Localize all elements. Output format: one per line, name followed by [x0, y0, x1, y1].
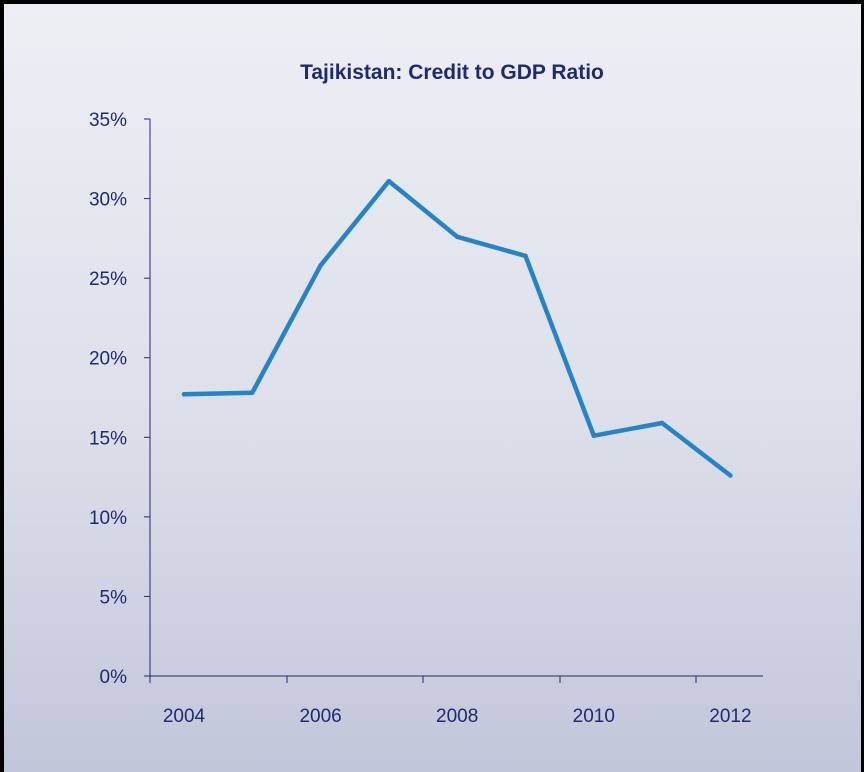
y-tick-label: 5%: [100, 587, 128, 608]
data-point: [591, 433, 596, 438]
data-point: [728, 473, 733, 478]
x-tick-label: 2004: [163, 706, 206, 727]
x-tick-label: 2006: [299, 706, 341, 727]
x-tick-label: 2010: [573, 706, 615, 727]
y-tick-label: 25%: [89, 269, 127, 290]
chart-axes: 0% 5% 10% 15% 20% 25% 30% 35% 2004 2006 2008 2010 20…: [89, 110, 763, 727]
data-point: [318, 263, 323, 268]
series-line: [181, 178, 733, 478]
data-point: [455, 234, 460, 239]
chart-panel: [4, 4, 861, 772]
data-point: [659, 420, 665, 426]
data-point: [250, 390, 255, 395]
chart-title: Tajikistan: Credit to GDP Ratio: [300, 61, 604, 84]
y-tick-label: 15%: [89, 428, 127, 449]
y-tick-label: 0%: [100, 667, 128, 688]
data-point: [181, 392, 187, 397]
y-tick-label: 20%: [89, 349, 127, 370]
data-point: [386, 178, 392, 184]
y-tick-label: 10%: [89, 508, 127, 529]
data-point: [523, 253, 528, 259]
plot-area: [181, 178, 733, 478]
y-tick-label: 35%: [89, 110, 127, 131]
x-tick-label: 2008: [436, 706, 478, 727]
x-tick-label: 2012: [709, 706, 751, 727]
y-tick-label: 30%: [89, 190, 127, 211]
